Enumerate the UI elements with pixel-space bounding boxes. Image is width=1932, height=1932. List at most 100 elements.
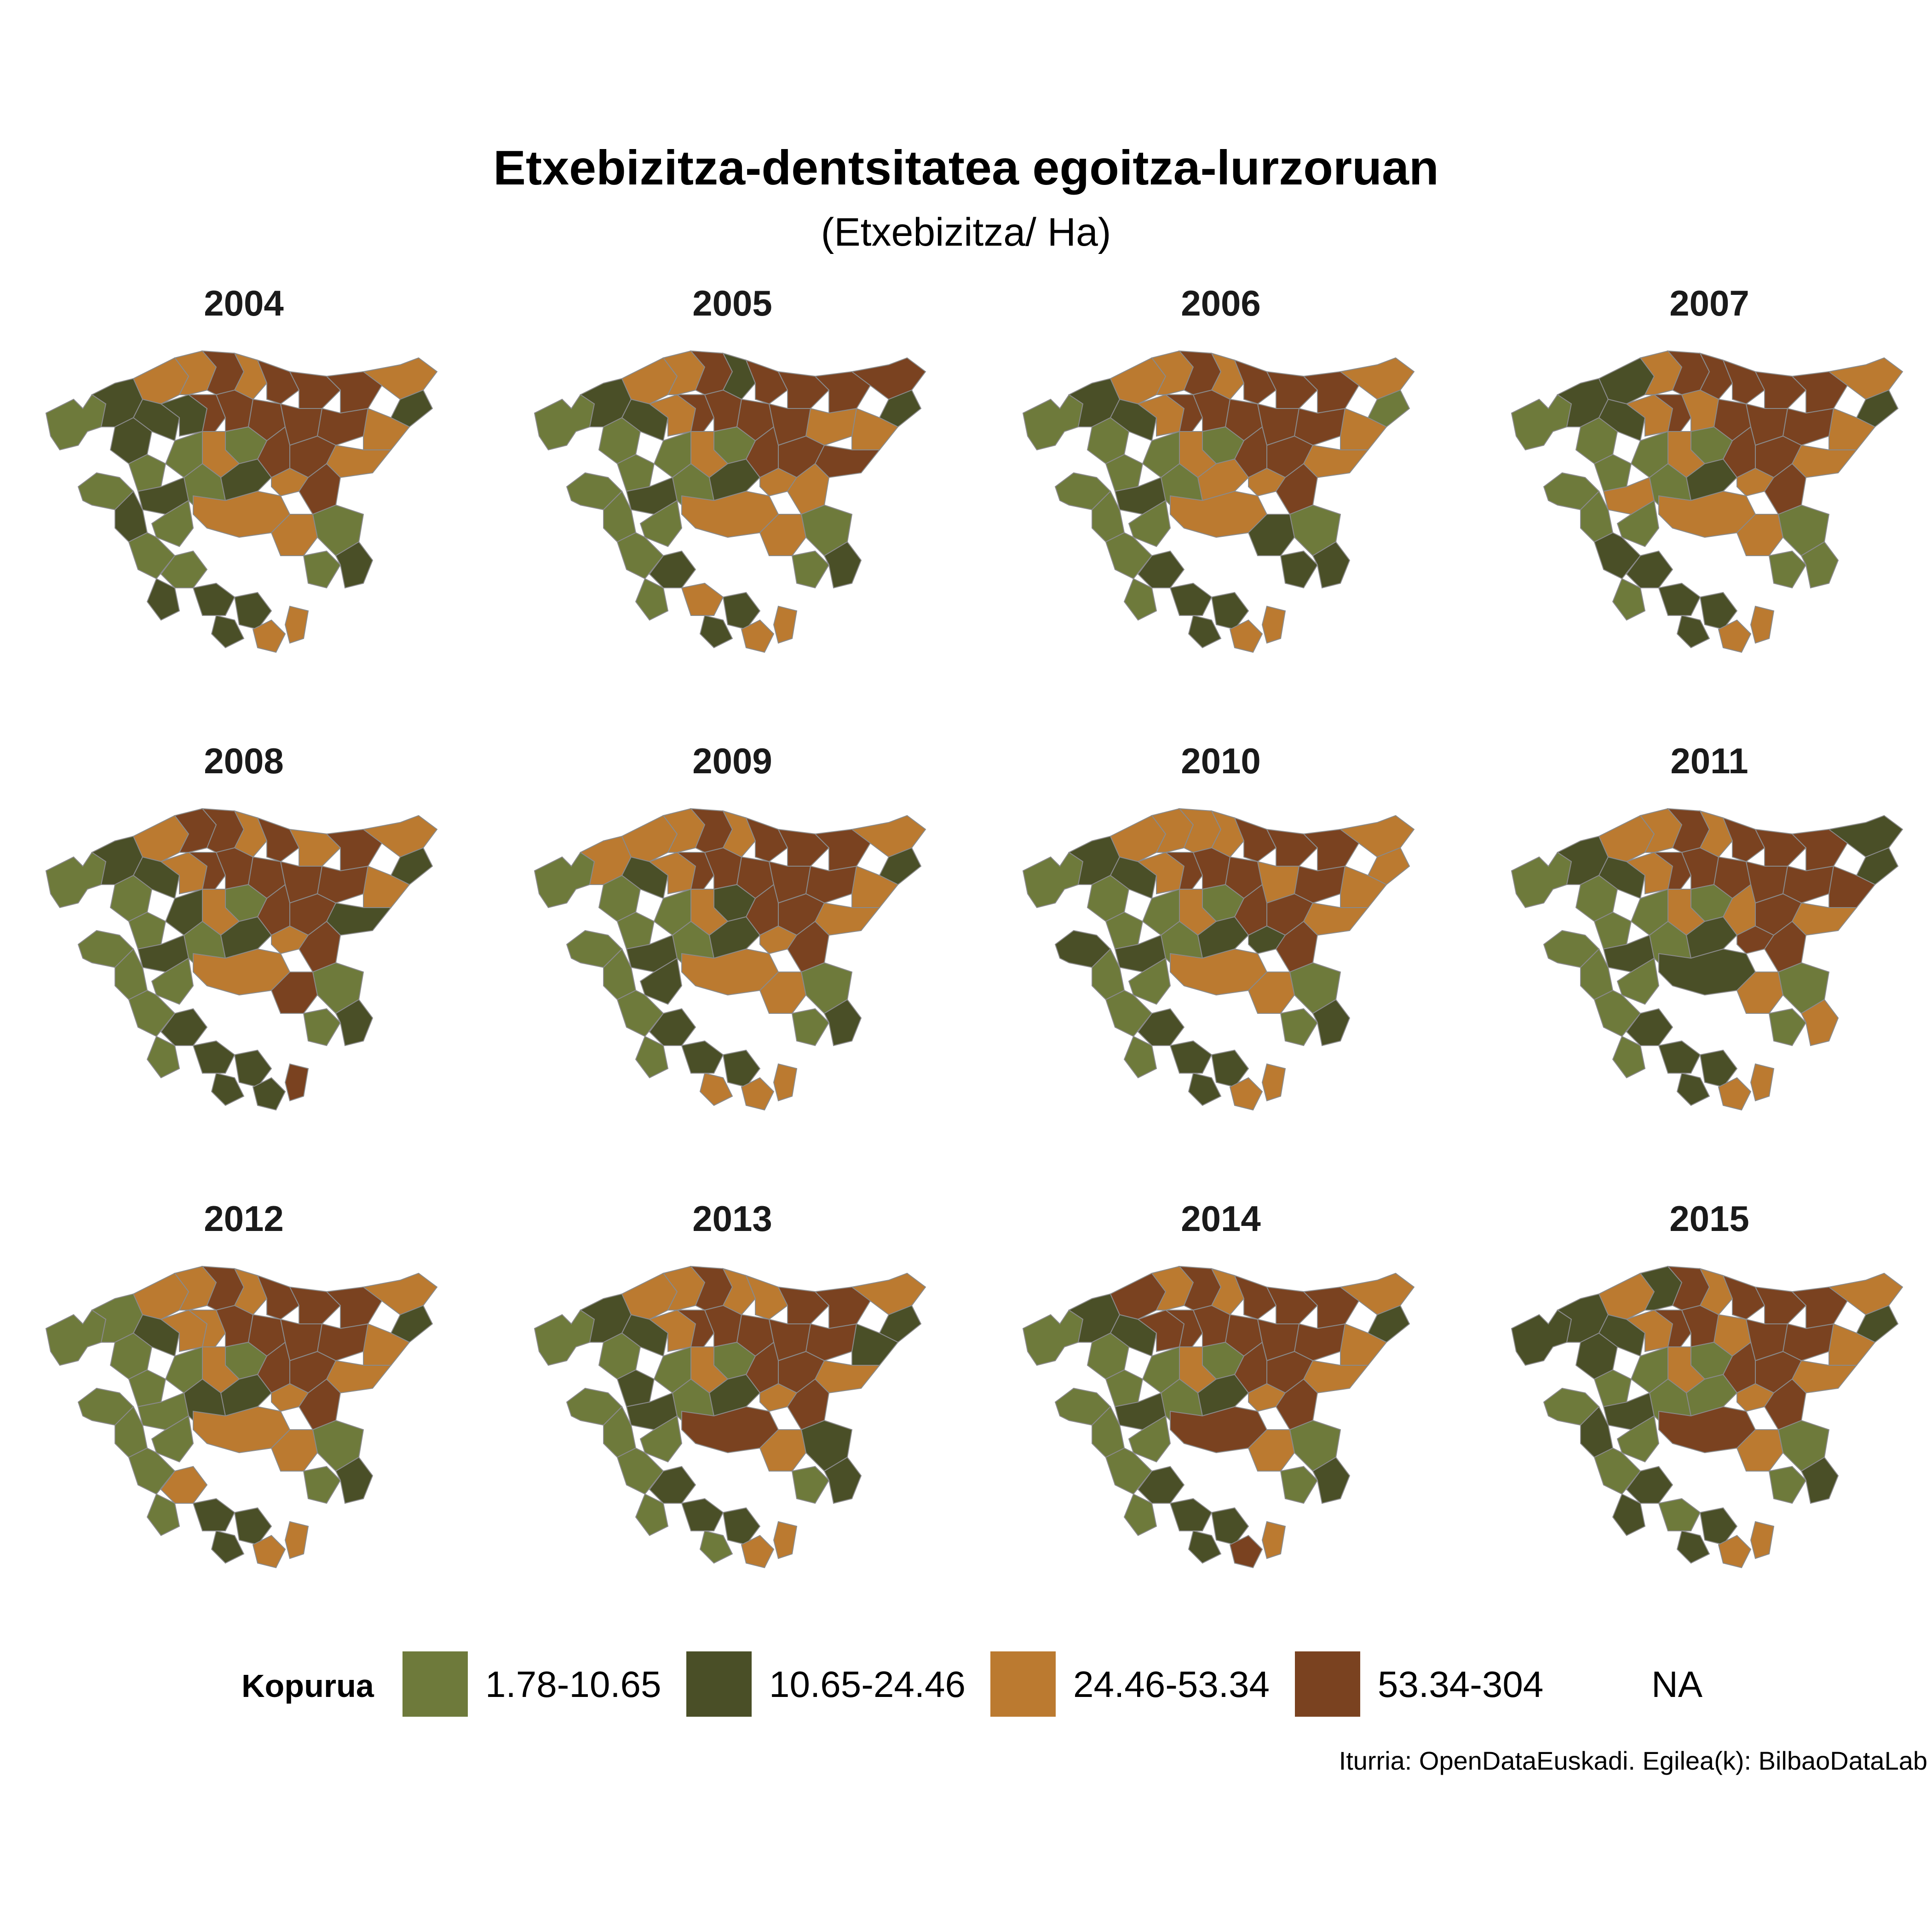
municipality-region bbox=[791, 1466, 830, 1504]
municipality-region bbox=[1261, 605, 1286, 644]
municipality-region bbox=[1593, 1369, 1632, 1408]
municipality-region bbox=[722, 592, 761, 630]
municipality-region bbox=[45, 851, 107, 908]
municipality-region bbox=[851, 815, 926, 858]
municipality-region bbox=[1261, 1521, 1286, 1559]
choropleth-map bbox=[1022, 350, 1415, 653]
choropleth-map bbox=[1511, 808, 1903, 1111]
municipality-region bbox=[616, 454, 655, 492]
municipality-region bbox=[390, 389, 433, 428]
municipality-region bbox=[1123, 578, 1157, 621]
legend-title: Kopurua bbox=[242, 1668, 374, 1704]
municipality-region bbox=[362, 1272, 438, 1316]
municipality-region bbox=[741, 1535, 775, 1569]
panel-year-label: 2011 bbox=[1670, 741, 1748, 781]
municipality-region bbox=[1718, 1535, 1752, 1569]
map-panel-2010: 2010 bbox=[977, 743, 1465, 1198]
choropleth-map bbox=[1022, 808, 1415, 1111]
map-subtitle: (Etxebizitza/ Ha) bbox=[821, 210, 1111, 254]
municipality-region bbox=[284, 1063, 309, 1102]
municipality-region bbox=[192, 1040, 236, 1074]
municipality-region bbox=[1750, 1063, 1775, 1102]
legend-swatch-2 bbox=[686, 1651, 752, 1717]
municipality-region bbox=[823, 1456, 862, 1504]
municipality-region bbox=[639, 500, 683, 547]
municipality-region bbox=[192, 582, 236, 616]
panel-year-label: 2015 bbox=[1669, 1198, 1749, 1239]
municipality-region bbox=[335, 541, 374, 589]
municipality-region bbox=[1658, 582, 1701, 616]
panel-year-label: 2010 bbox=[1181, 741, 1261, 781]
municipality-region bbox=[1229, 619, 1263, 653]
municipality-region bbox=[534, 1309, 595, 1366]
municipality-region bbox=[1105, 911, 1144, 950]
municipality-region bbox=[1800, 1456, 1839, 1504]
municipality-region bbox=[284, 1521, 309, 1559]
municipality-region bbox=[773, 1063, 798, 1102]
panel-year-label: 2007 bbox=[1669, 283, 1749, 323]
municipality-region bbox=[1658, 1040, 1701, 1074]
municipality-region bbox=[1312, 999, 1351, 1046]
municipality-region bbox=[681, 582, 724, 616]
municipality-region bbox=[1612, 1035, 1646, 1079]
municipality-region bbox=[534, 851, 595, 908]
municipality-region bbox=[1699, 1507, 1738, 1546]
municipality-region bbox=[1791, 1360, 1858, 1394]
municipality-region bbox=[146, 578, 180, 621]
municipality-region bbox=[390, 1305, 433, 1343]
municipality-region bbox=[1676, 1072, 1710, 1106]
municipality-region bbox=[635, 1493, 669, 1536]
municipality-region bbox=[699, 1072, 733, 1106]
municipality-region bbox=[252, 1535, 286, 1569]
choropleth-map bbox=[45, 1265, 438, 1569]
municipality-region bbox=[741, 1077, 775, 1111]
legend-label-4: 53.34-304 bbox=[1378, 1664, 1544, 1705]
choropleth-map bbox=[45, 808, 438, 1111]
municipality-region bbox=[303, 1008, 341, 1046]
municipality-region bbox=[879, 847, 922, 886]
municipality-region bbox=[1367, 1305, 1410, 1343]
municipality-region bbox=[1211, 592, 1249, 630]
municipality-region bbox=[1828, 1272, 1903, 1316]
municipality-region bbox=[1616, 500, 1660, 547]
municipality-region bbox=[699, 615, 733, 649]
municipality-region bbox=[699, 1530, 733, 1564]
municipality-region bbox=[879, 389, 922, 428]
municipality-region bbox=[192, 1498, 236, 1531]
municipality-region bbox=[1511, 394, 1572, 451]
municipality-region bbox=[252, 619, 286, 653]
municipality-region bbox=[1750, 605, 1775, 644]
municipality-region bbox=[1676, 615, 1710, 649]
legend-swatch-na bbox=[1582, 1651, 1648, 1717]
municipality-region bbox=[151, 957, 194, 1005]
map-panel-2006: 2006 bbox=[977, 285, 1465, 741]
municipality-region bbox=[851, 1272, 926, 1316]
legend-label-2: 10.65-24.46 bbox=[769, 1664, 966, 1705]
panel-year-label: 2005 bbox=[692, 283, 772, 323]
municipality-region bbox=[534, 394, 595, 451]
municipality-region bbox=[773, 1521, 798, 1559]
municipality-region bbox=[616, 911, 655, 950]
map-panel-2013: 2013 bbox=[489, 1201, 976, 1656]
choropleth-map bbox=[534, 808, 926, 1111]
municipality-region bbox=[722, 1049, 761, 1088]
municipality-region bbox=[128, 911, 167, 950]
legend-swatch-3 bbox=[990, 1651, 1056, 1717]
legend-swatch-1 bbox=[402, 1651, 468, 1717]
map-panel-2011: 2011 bbox=[1466, 743, 1932, 1198]
municipality-region bbox=[362, 815, 438, 858]
municipality-region bbox=[128, 1369, 167, 1408]
municipality-region bbox=[1856, 847, 1899, 886]
municipality-region bbox=[211, 1530, 245, 1564]
legend-label-3: 24.46-53.34 bbox=[1073, 1664, 1270, 1705]
municipality-region bbox=[1022, 394, 1084, 451]
municipality-region bbox=[1800, 999, 1839, 1046]
municipality-region bbox=[1676, 1530, 1710, 1564]
municipality-region bbox=[1303, 444, 1369, 478]
panel-year-label: 2006 bbox=[1181, 283, 1261, 323]
municipality-region bbox=[639, 957, 683, 1005]
municipality-region bbox=[234, 592, 272, 630]
panel-year-label: 2013 bbox=[692, 1198, 772, 1239]
municipality-region bbox=[1367, 389, 1410, 428]
legend-swatch-4 bbox=[1295, 1651, 1360, 1717]
